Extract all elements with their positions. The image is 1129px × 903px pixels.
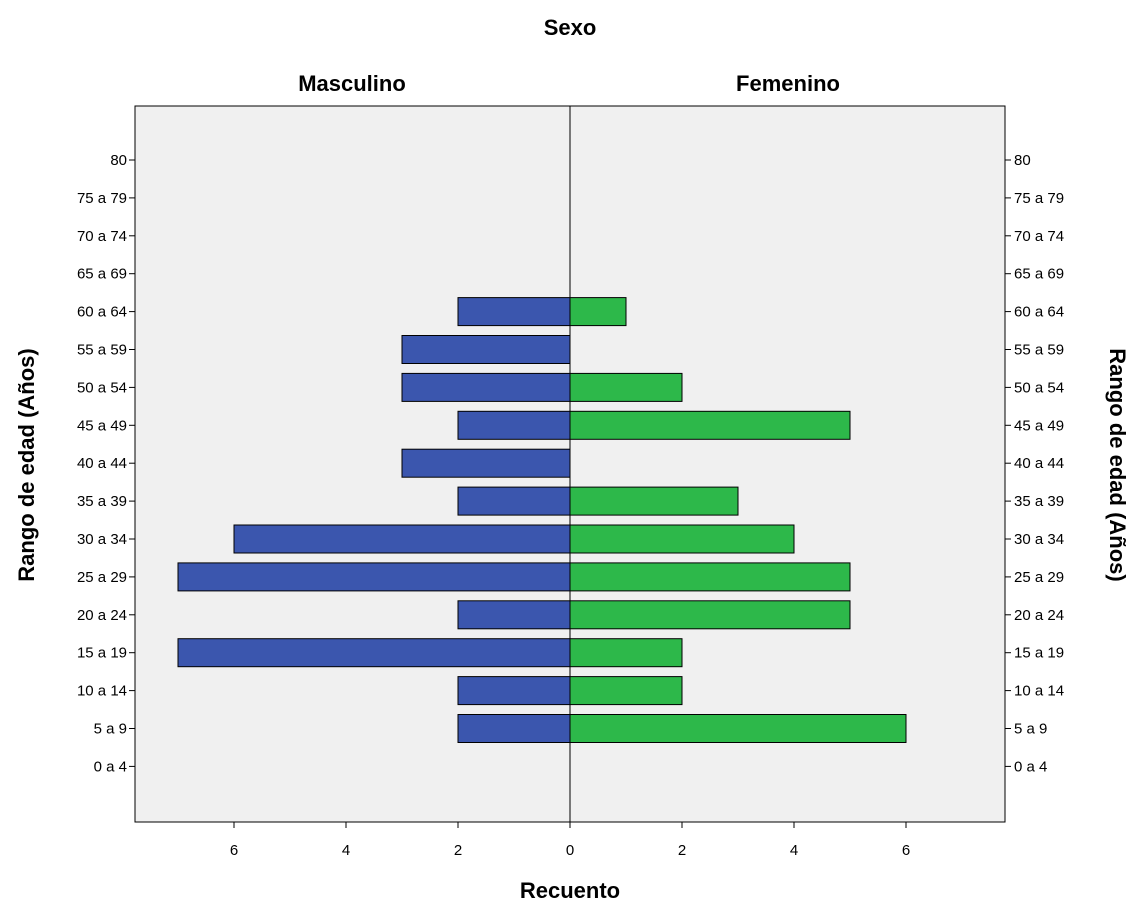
y-tick-label-right-80: 80	[1014, 152, 1031, 169]
bar-masculino-35-a-39	[457, 486, 571, 516]
y-tick-label-left-15-a-19: 15 a 19	[77, 645, 127, 662]
bar-femenino-25-a-29	[569, 562, 851, 592]
x-tick-label-6: 6	[902, 842, 910, 859]
bar-masculino-10-a-14	[457, 676, 571, 706]
bar-femenino-30-a-34	[569, 524, 795, 554]
y-tick-layer: 80 80 75 a 79 75 a 79 70 a 74 70 a 74 65 a 69 6…	[77, 152, 1064, 775]
y-tick-label-right-45-a-49: 45 a 49	[1014, 417, 1064, 434]
y-tick-label-right-35-a-39: 35 a 39	[1014, 493, 1064, 510]
x-tick-label-1: 4	[342, 842, 350, 859]
y-tick-label-right-10-a-14: 10 a 14	[1014, 683, 1064, 700]
bar-masculino-55-a-59	[401, 335, 571, 364]
y-tick-label-right-65-a-69: 65 a 69	[1014, 266, 1064, 283]
y-tick-label-left-0-a-4: 0 a 4	[94, 758, 127, 775]
bar-masculino-15-a-19	[177, 638, 571, 668]
y-tick-label-right-55-a-59: 55 a 59	[1014, 342, 1064, 359]
y-tick-label-left-5-a-9: 5 a 9	[94, 721, 127, 738]
panel-label-femenino: Femenino	[736, 71, 840, 96]
y-tick-label-left-65-a-69: 65 a 69	[77, 266, 127, 283]
bar-femenino-50-a-54	[569, 372, 683, 402]
x-tick-layer: 6 4 2 0 2 4 6	[230, 822, 910, 859]
y-tick-label-left-35-a-39: 35 a 39	[77, 493, 127, 510]
y-tick-label-right-50-a-54: 50 a 54	[1014, 379, 1064, 396]
y-tick-label-right-75-a-79: 75 a 79	[1014, 190, 1064, 207]
bar-masculino-40-a-44	[401, 448, 571, 478]
y-tick-label-right-30-a-34: 30 a 34	[1014, 531, 1064, 548]
y-tick-label-left-25-a-29: 25 a 29	[77, 569, 127, 586]
x-axis-title: Recuento	[520, 878, 620, 903]
y-tick-label-left-20-a-24: 20 a 24	[77, 607, 127, 624]
bar-femenino-10-a-14	[569, 676, 683, 706]
y-axis-title-right: Rango de edad (Años)	[1105, 348, 1129, 581]
bar-femenino-20-a-24	[569, 600, 851, 630]
y-tick-label-right-70-a-74: 70 a 74	[1014, 228, 1064, 245]
bar-masculino-5-a-9	[457, 714, 571, 743]
bar-femenino-5-a-9	[569, 714, 907, 743]
y-tick-label-right-60-a-64: 60 a 64	[1014, 304, 1064, 321]
y-tick-label-left-40-a-44: 40 a 44	[77, 455, 127, 472]
bar-femenino-45-a-49	[569, 410, 851, 440]
y-tick-label-left-80: 80	[110, 152, 127, 169]
y-tick-label-right-5-a-9: 5 a 9	[1014, 721, 1047, 738]
bar-femenino-35-a-39	[569, 486, 739, 516]
bar-masculino-20-a-24	[457, 600, 571, 630]
bar-masculino-45-a-49	[457, 410, 571, 440]
panel-label-masculino: Masculino	[298, 71, 406, 96]
y-tick-label-right-0-a-4: 0 a 4	[1014, 758, 1047, 775]
y-tick-label-left-50-a-54: 50 a 54	[77, 379, 127, 396]
bar-masculino-30-a-34	[233, 524, 571, 554]
x-tick-label-4: 2	[678, 842, 686, 859]
y-tick-label-left-60-a-64: 60 a 64	[77, 304, 127, 321]
y-tick-label-right-15-a-19: 15 a 19	[1014, 645, 1064, 662]
bar-femenino-15-a-19	[569, 638, 683, 668]
y-tick-label-left-30-a-34: 30 a 34	[77, 531, 127, 548]
y-tick-label-right-20-a-24: 20 a 24	[1014, 607, 1064, 624]
chart-title: Sexo	[544, 15, 597, 40]
x-tick-label-2: 2	[454, 842, 462, 859]
y-tick-label-left-45-a-49: 45 a 49	[77, 417, 127, 434]
x-tick-label-0: 6	[230, 842, 238, 859]
y-tick-label-left-75-a-79: 75 a 79	[77, 190, 127, 207]
y-tick-label-left-70-a-74: 70 a 74	[77, 228, 127, 245]
y-tick-label-left-55-a-59: 55 a 59	[77, 342, 127, 359]
bar-masculino-50-a-54	[401, 372, 571, 402]
y-tick-label-right-25-a-29: 25 a 29	[1014, 569, 1064, 586]
bar-masculino-25-a-29	[177, 562, 571, 592]
y-tick-label-left-10-a-14: 10 a 14	[77, 683, 127, 700]
bar-masculino-60-a-64	[457, 297, 571, 327]
bar-femenino-60-a-64	[569, 297, 627, 327]
x-tick-label-3: 0	[566, 842, 574, 859]
x-tick-label-5: 4	[790, 842, 798, 859]
y-tick-label-right-40-a-44: 40 a 44	[1014, 455, 1064, 472]
y-axis-title-left: Rango de edad (Años)	[14, 348, 39, 581]
bars-layer	[177, 297, 907, 743]
